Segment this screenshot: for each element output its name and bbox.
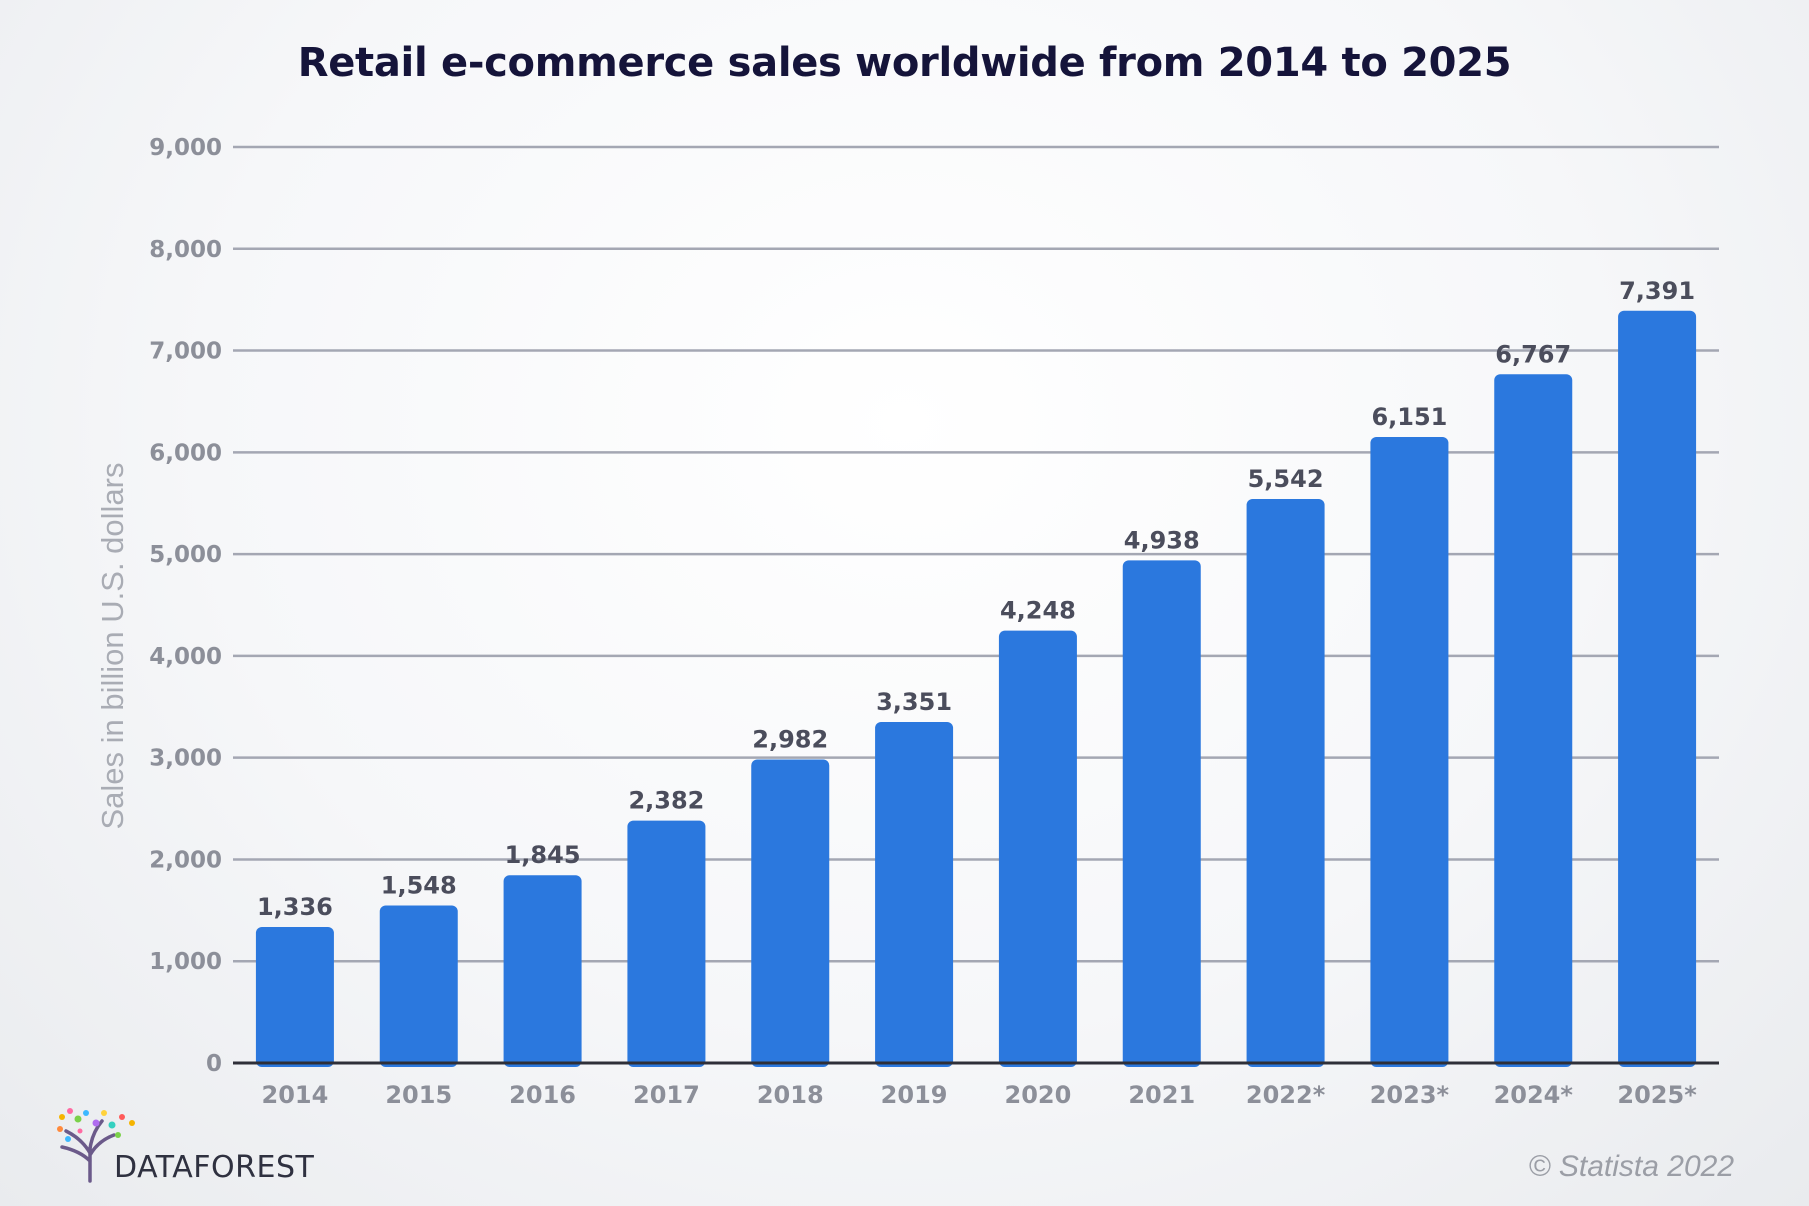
data-label: 4,938 [1124,526,1200,554]
bar [1370,436,1449,1068]
x-tick-label: 2014 [262,1081,329,1109]
brand-name: DATAFOREST [114,1150,315,1185]
bar [1122,560,1201,1067]
chart-title: Retail e-commerce sales worldwide from 2… [297,40,1512,86]
y-tick-label: 5,000 [149,542,222,568]
data-label: 7,391 [1619,277,1695,305]
bar [1246,498,1325,1068]
bar [1618,310,1697,1067]
y-tick-label: 3,000 [149,746,222,772]
bar [503,875,582,1067]
bar [751,759,830,1067]
dataforest-logo-icon [57,1108,135,1183]
bar [627,820,706,1067]
x-tick-label: 2022* [1246,1081,1326,1109]
source-credit: © Statista 2022 [1528,1150,1734,1183]
data-label: 6,767 [1495,340,1571,368]
bar-layer [233,310,1719,1068]
data-label: 1,845 [505,841,581,869]
x-tick-label: 2016 [509,1081,576,1109]
data-label: 3,351 [876,688,952,716]
y-tick-label: 6,000 [149,440,222,466]
bar [1494,374,1573,1067]
y-tick-label: 2,000 [149,847,222,873]
y-tick-label: 4,000 [149,644,222,670]
y-tick-label: 8,000 [149,237,222,263]
x-tick-label: 2019 [881,1081,948,1109]
label-layer: 0 1,000 2,000 3,000 4,000 5,000 6,000 7,000 8,00… [149,135,1697,1109]
bar [379,905,458,1067]
data-label: 2,982 [752,725,828,753]
x-tick-label: 2020 [1005,1081,1072,1109]
data-label: 4,248 [1000,597,1076,625]
x-tick-label: 2025* [1617,1081,1697,1109]
bar [875,721,954,1067]
data-label: 1,336 [257,893,333,921]
grid-layer [233,145,1719,963]
y-tick-label: 1,000 [149,949,222,975]
x-tick-label: 2017 [633,1081,700,1109]
x-tick-label: 2024* [1494,1081,1574,1109]
data-label: 1,548 [381,871,457,899]
y-tick-label: 9,000 [149,135,222,161]
y-tick-label: 7,000 [149,339,222,365]
bar [255,927,334,1067]
bar [998,630,1077,1067]
data-label: 6,151 [1371,403,1447,431]
x-tick-label: 2021 [1128,1081,1195,1109]
data-label: 5,542 [1248,465,1324,493]
x-tick-label: 2023* [1370,1081,1450,1109]
x-tick-label: 2015 [385,1081,452,1109]
y-tick-label: 0 [206,1051,222,1077]
data-label: 2,382 [628,787,704,815]
x-tick-label: 2018 [757,1081,824,1109]
